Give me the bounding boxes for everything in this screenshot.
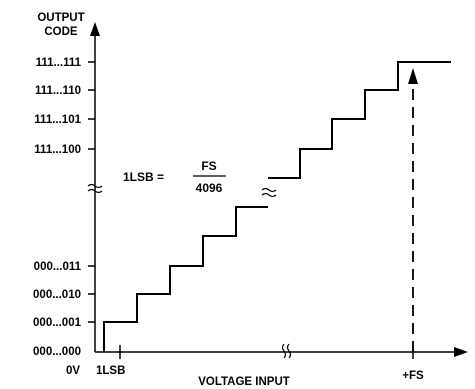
formula-lhs: 1LSB = xyxy=(123,170,164,184)
y-axis-ticks xyxy=(88,61,95,323)
y-label-111-100: 111...100 xyxy=(34,144,81,156)
x-axis-arrowhead xyxy=(454,347,468,357)
x-label-0v: 0V xyxy=(66,365,80,377)
y-label-111-101: 111...101 xyxy=(34,114,81,126)
y-label-111-110: 111...110 xyxy=(35,85,81,97)
y-label-111-111: 111...111 xyxy=(36,57,82,69)
staircase-lower xyxy=(103,206,268,352)
formula-numerator: FS xyxy=(201,159,216,173)
y-axis-title-line-2: CODE xyxy=(44,26,78,38)
formula-denominator: 4096 xyxy=(196,181,223,195)
y-label-000-001: 000...001 xyxy=(33,317,82,329)
x-axis-break-marker xyxy=(281,343,292,359)
y-axis-title-line-1: OUTPUT xyxy=(37,12,84,24)
x-label-full-scale: +FS xyxy=(402,370,424,382)
staircase-upper xyxy=(268,61,451,179)
x-label-1lsb: 1LSB xyxy=(96,365,125,377)
y-label-000-010: 000...010 xyxy=(33,289,81,301)
y-label-000-011: 000...011 xyxy=(34,261,82,273)
y-axis-break-marker xyxy=(87,183,103,194)
y-axis-arrowhead xyxy=(90,22,100,36)
staircase-break-marker xyxy=(261,187,277,198)
full-scale-arrowhead xyxy=(408,68,418,84)
x-axis-title: VOLTAGE INPUT xyxy=(198,376,290,388)
y-label-000-000: 000...000 xyxy=(33,346,81,358)
